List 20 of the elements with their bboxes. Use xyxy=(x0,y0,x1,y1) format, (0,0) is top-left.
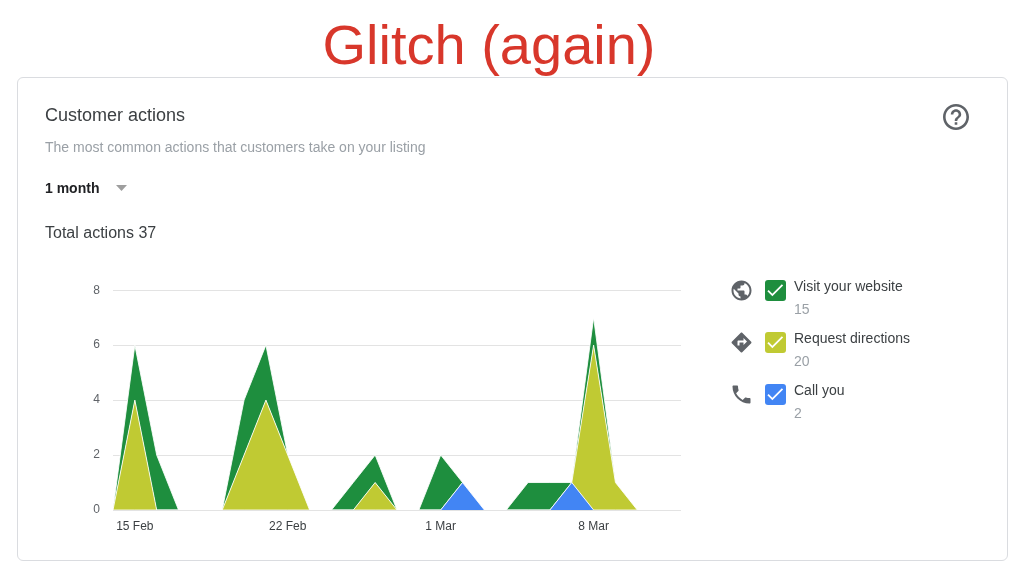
text: 2 xyxy=(794,405,802,422)
legend-label: Call you xyxy=(794,382,845,399)
legend-label: Request directions xyxy=(794,330,910,347)
text: The most common actions that customers take on your listing xyxy=(45,139,426,156)
y-tick-label: 0 xyxy=(93,502,101,517)
text: Total actions 37 xyxy=(45,223,157,242)
chart-subtitle: Customer actions xyxy=(45,104,186,126)
text: 1 month xyxy=(45,180,100,197)
x-tick-label: 1 Mar xyxy=(425,518,457,533)
x-tick-label: 8 Mar xyxy=(578,518,609,533)
y-tick-label: 4 xyxy=(93,392,101,407)
x-tick-label: 15 Feb xyxy=(116,518,154,533)
legend-label: Visit your website xyxy=(794,278,903,295)
text: 20 xyxy=(794,353,810,370)
text: 15 xyxy=(794,301,810,318)
y-tick-label: 8 xyxy=(93,282,101,297)
y-tick-label: 6 xyxy=(93,337,101,352)
x-tick-label: 22 Feb xyxy=(269,518,307,533)
y-tick-label: 2 xyxy=(93,447,101,462)
chart-title: Glitch (again) xyxy=(321,12,657,78)
